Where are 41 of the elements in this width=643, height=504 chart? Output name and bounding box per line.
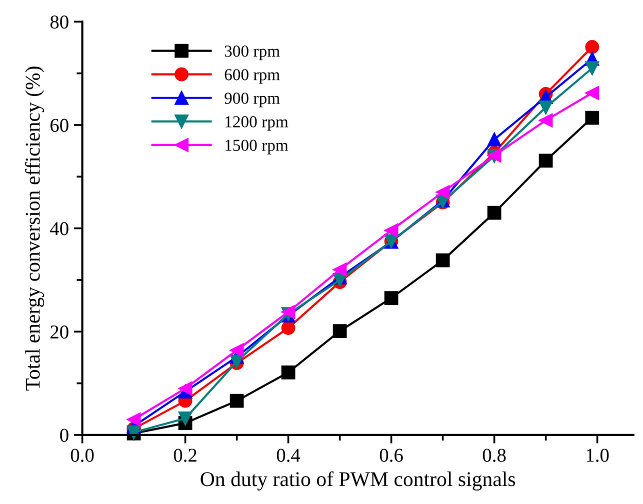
point	[585, 110, 600, 125]
point	[126, 412, 141, 426]
y-tick-label: 20	[50, 325, 68, 339]
point	[585, 61, 600, 76]
point	[585, 40, 600, 54]
legend-label: 1500 rpm	[226, 140, 288, 154]
y-tick-label: 60	[50, 118, 68, 132]
point	[178, 382, 192, 396]
legend-label: 900 rpm	[224, 92, 280, 108]
point	[436, 253, 450, 268]
point	[281, 366, 296, 380]
point	[436, 185, 450, 200]
point	[487, 206, 502, 220]
x-tick-label: 0.4	[276, 448, 300, 462]
point	[178, 411, 192, 426]
point	[538, 154, 553, 168]
y-tick-label: 80	[50, 15, 68, 29]
x-tick-label: 1.0	[586, 448, 609, 462]
point	[384, 223, 398, 238]
x-tick-label: 0.8	[482, 448, 506, 462]
point	[538, 100, 553, 114]
point	[281, 321, 296, 335]
point	[230, 343, 244, 358]
legend-label: 600 rpm	[224, 69, 280, 84]
point	[538, 113, 553, 128]
legend-label: 300 rpm	[224, 46, 280, 60]
x-tick-label: 0.6	[380, 448, 403, 462]
point	[487, 132, 502, 146]
x-axis-title: On duty ratio of PWM control signals	[200, 471, 516, 490]
point	[384, 291, 398, 305]
point	[332, 324, 347, 338]
point	[332, 262, 347, 277]
x-tick-label: 0.2	[174, 448, 196, 462]
point	[585, 86, 600, 100]
point	[230, 394, 244, 408]
point	[281, 305, 296, 319]
y-axis-title: Total energy conversion efficiency (%)	[24, 66, 44, 391]
y-tick-label: 0	[60, 428, 68, 442]
x-tick-label: 0.0	[70, 448, 94, 462]
legend-label: 1200 rpm	[226, 116, 288, 131]
y-tick-label: 40	[50, 222, 68, 236]
